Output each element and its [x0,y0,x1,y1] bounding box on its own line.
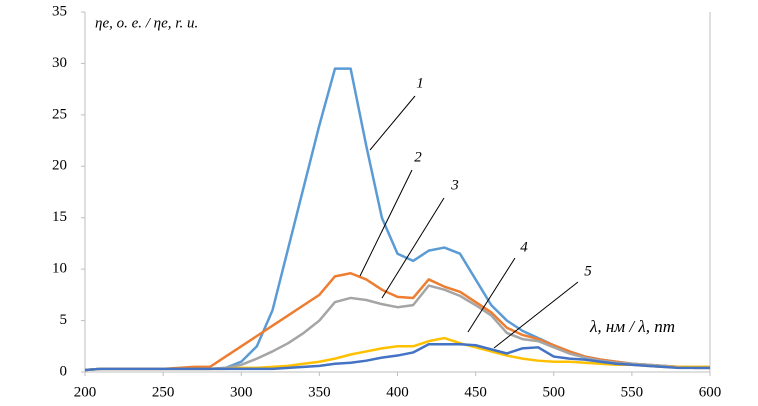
x-tick-label: 600 [699,384,722,400]
y-tick-label: 35 [52,3,67,19]
x-axis-label: λ, нм / λ, nm [589,317,675,336]
series-line [84,342,710,372]
y-tick-label: 25 [52,106,67,122]
y-axis-label: ηe, о. е. / ηe, r. u. [95,15,198,31]
y-tick-label: 15 [52,209,67,225]
x-tick-label: 550 [621,384,644,400]
y-tick-label: 5 [60,312,68,328]
y-tick-label: 10 [52,261,67,277]
x-tick-label: 250 [152,384,175,400]
series-line [84,336,710,372]
x-tick-label: 200 [74,384,97,400]
series-label: 2 [414,149,422,165]
y-tick-label: 20 [52,158,67,174]
series-label: 1 [416,75,424,91]
x-tick-label: 300 [230,384,253,400]
x-tick-label: 400 [386,384,409,400]
series-label: 3 [450,177,459,193]
series-label: 4 [520,239,528,255]
y-tick-label: 30 [52,55,67,71]
series-label: 5 [584,263,592,279]
leader-line [381,197,445,299]
x-tick-label: 500 [543,384,566,400]
leader-line [359,169,413,277]
y-tick-label: 0 [60,363,68,379]
x-tick-label: 450 [464,384,487,400]
leader-line [493,281,579,349]
leader-line [369,95,416,151]
leader-line [467,257,516,333]
x-tick-label: 350 [308,384,331,400]
